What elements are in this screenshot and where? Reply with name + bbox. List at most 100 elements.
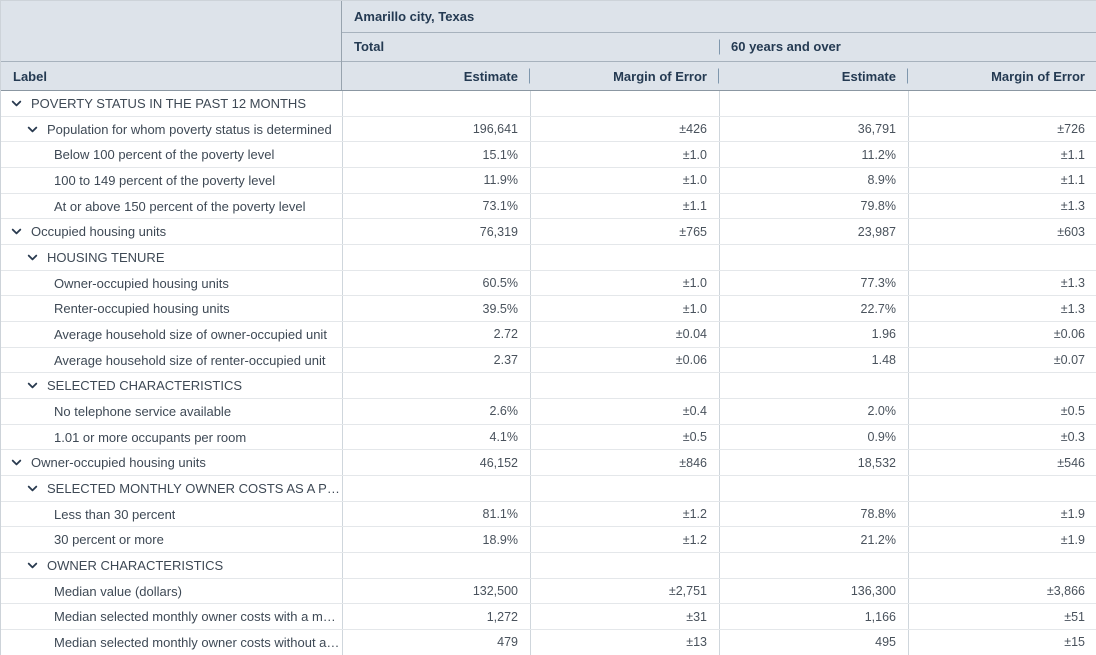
- label-cell: Below 100 percent of the poverty level: [1, 142, 342, 167]
- chevron-down-icon[interactable]: [26, 379, 39, 392]
- label-cell: SELECTED CHARACTERISTICS: [1, 373, 342, 398]
- value-cell-estimate-60-years: [719, 245, 908, 270]
- header-corner-cell: [1, 1, 341, 63]
- label-cell: Average household size of renter-occupie…: [1, 348, 342, 373]
- table-row: No telephone service available 2.6% ±0.4…: [1, 399, 1096, 425]
- value-cell-estimate-total: 1,272: [342, 604, 530, 630]
- value-cell-margin-of-error-total: ±0.06: [530, 347, 719, 373]
- row-label: SELECTED CHARACTERISTICS: [47, 378, 243, 394]
- value-cell-margin-of-error-total: [530, 553, 719, 578]
- label-cell: Population for whom poverty status is de…: [1, 117, 342, 142]
- value-cell-margin-of-error-60-years: [908, 553, 1096, 578]
- column-header-label: Estimate: [463, 68, 518, 84]
- label-cell: Average household size of owner-occupied…: [1, 322, 342, 347]
- value-cell-margin-of-error-total: ±13: [530, 630, 719, 655]
- table-row: 1.01 or more occupants per room 4.1% ±0.…: [1, 424, 1096, 451]
- value-cell-margin-of-error-60-years: ±1.1: [908, 142, 1096, 168]
- value-cell-margin-of-error-60-years: ±1.3: [908, 193, 1096, 219]
- value-cell-margin-of-error-total: ±0.5: [530, 424, 719, 450]
- table-row: Median selected monthly owner costs with…: [1, 604, 1096, 631]
- value-columns-header-group: Amarillo city, Texas Total 60 years and …: [342, 1, 1096, 90]
- table-row: Median selected monthly owner costs with…: [1, 630, 1096, 655]
- value-cell-margin-of-error-total: [530, 476, 719, 501]
- label-cell: Occupied housing units: [1, 219, 342, 244]
- chevron-down-icon[interactable]: [10, 225, 23, 238]
- label-cell: At or above 150 percent of the poverty l…: [1, 194, 342, 219]
- column-group-total: Total: [342, 33, 719, 62]
- geo-header-label: Amarillo city, Texas: [354, 8, 475, 24]
- value-cell-margin-of-error-60-years: [908, 245, 1096, 270]
- row-label: Occupied housing units: [31, 224, 167, 240]
- value-cell-margin-of-error-60-years: ±15: [908, 630, 1096, 655]
- value-cell-estimate-60-years: 1,166: [719, 604, 908, 630]
- row-label: 100 to 149 percent of the poverty level: [54, 172, 276, 188]
- value-cell-margin-of-error-60-years: ±546: [908, 450, 1096, 476]
- value-cell-estimate-60-years: 21.2%: [719, 527, 908, 553]
- row-label: Owner-occupied housing units: [54, 275, 229, 291]
- value-cell-margin-of-error-60-years: ±1.1: [908, 168, 1096, 193]
- column-header-estimate-total: Estimate: [342, 62, 530, 90]
- value-cell-margin-of-error-60-years: ±3,866: [908, 578, 1096, 604]
- label-column-header-group: Label: [1, 1, 342, 90]
- value-cell-estimate-60-years: 136,300: [719, 578, 908, 604]
- value-cell-estimate-60-years: 2.0%: [719, 399, 908, 424]
- value-cell-estimate-60-years: 495: [719, 630, 908, 655]
- value-cell-estimate-total: 18.9%: [342, 527, 530, 553]
- label-cell: Renter-occupied housing units: [1, 296, 342, 321]
- column-group-label: 60 years and over: [731, 39, 841, 55]
- label-column-header: Label: [13, 68, 47, 84]
- table-row: Average household size of owner-occupied…: [1, 322, 1096, 348]
- row-label: At or above 150 percent of the poverty l…: [54, 198, 306, 214]
- chevron-down-icon[interactable]: [26, 251, 39, 264]
- column-divider: [907, 68, 908, 84]
- value-cell-margin-of-error-total: ±426: [530, 116, 719, 142]
- label-cell: POVERTY STATUS IN THE PAST 12 MONTHS: [1, 91, 342, 116]
- value-cell-margin-of-error-total: ±846: [530, 450, 719, 476]
- value-cell-margin-of-error-60-years: [908, 373, 1096, 399]
- column-divider: [529, 68, 530, 84]
- value-cell-margin-of-error-total: ±1.1: [530, 193, 719, 219]
- value-cell-margin-of-error-total: ±765: [530, 219, 719, 245]
- row-label: 30 percent or more: [54, 532, 164, 548]
- value-cell-estimate-total: 46,152: [342, 450, 530, 476]
- value-cell-estimate-total: 2.6%: [342, 399, 530, 424]
- chevron-down-icon[interactable]: [26, 559, 39, 572]
- value-cell-estimate-total: 479: [342, 630, 530, 655]
- column-group-label: Total: [354, 39, 385, 55]
- label-cell: OWNER CHARACTERISTICS: [1, 553, 342, 578]
- row-label: Average household size of owner-occupied…: [54, 326, 327, 342]
- geo-column-header: Amarillo city, Texas: [342, 1, 1096, 33]
- label-cell: Median selected monthly owner costs with…: [1, 604, 342, 629]
- chevron-down-icon[interactable]: [26, 123, 39, 136]
- row-label: HOUSING TENURE: [47, 249, 165, 265]
- value-cell-margin-of-error-60-years: ±1.9: [908, 501, 1096, 527]
- value-cell-margin-of-error-total: ±1.0: [530, 270, 719, 296]
- value-cell-estimate-60-years: 11.2%: [719, 142, 908, 168]
- label-cell: Owner-occupied housing units: [1, 450, 342, 475]
- chevron-down-icon[interactable]: [26, 482, 39, 495]
- table-row: 100 to 149 percent of the poverty level …: [1, 168, 1096, 194]
- chevron-down-icon[interactable]: [10, 97, 23, 110]
- table-row: Owner-occupied housing units 46,152 ±846…: [1, 450, 1096, 477]
- row-label: 1.01 or more occupants per room: [54, 429, 247, 445]
- row-label: Less than 30 percent: [54, 506, 176, 522]
- value-cell-estimate-total: 73.1%: [342, 193, 530, 219]
- column-header-label: Margin of Error: [613, 68, 707, 84]
- value-cell-margin-of-error-total: ±1.2: [530, 501, 719, 527]
- label-cell: 1.01 or more occupants per room: [1, 425, 342, 450]
- value-cell-margin-of-error-total: [530, 245, 719, 270]
- table-row: HOUSING TENURE: [1, 245, 1096, 271]
- row-label: SELECTED MONTHLY OWNER COSTS AS A PERCEN…: [47, 480, 342, 496]
- row-label: Owner-occupied housing units: [31, 455, 206, 471]
- column-headers-row: Estimate Margin of Error Estimate Margin…: [342, 62, 1096, 90]
- table-header: Label Amarillo city, Texas Total 60 year…: [1, 1, 1096, 91]
- value-cell-estimate-60-years: 1.96: [719, 322, 908, 347]
- label-cell: No telephone service available: [1, 399, 342, 424]
- value-cell-estimate-total: 2.37: [342, 347, 530, 373]
- chevron-down-icon[interactable]: [10, 456, 23, 469]
- column-divider: [718, 68, 719, 84]
- table-row: 30 percent or more 18.9% ±1.2 21.2% ±1.9: [1, 527, 1096, 554]
- value-cell-estimate-total: 132,500: [342, 578, 530, 604]
- value-cell-estimate-60-years: [719, 91, 908, 116]
